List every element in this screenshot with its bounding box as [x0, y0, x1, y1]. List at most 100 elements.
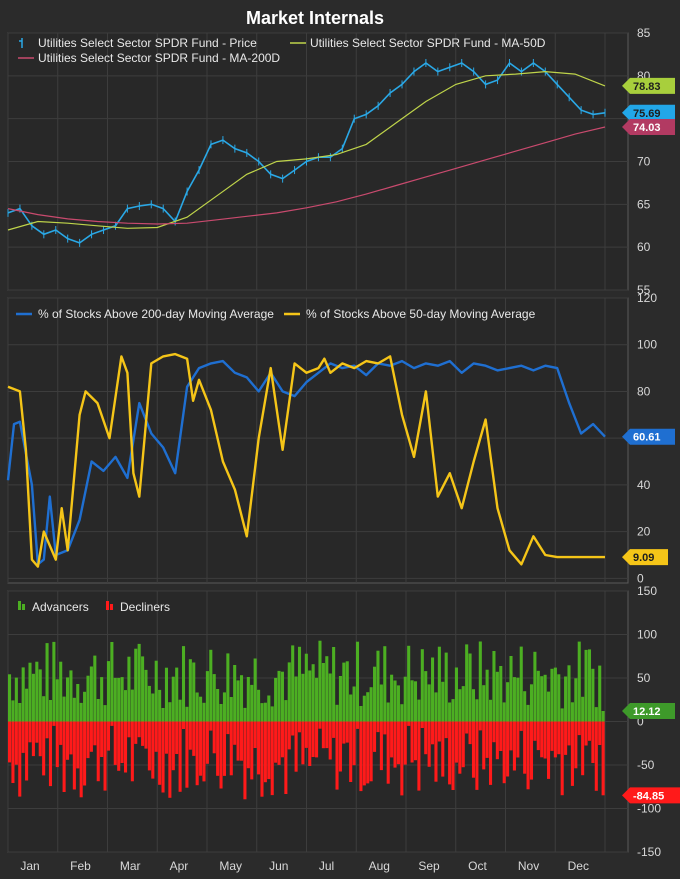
decliners-bar — [48, 721, 53, 787]
advancers-bar — [202, 702, 206, 722]
decliners-bar — [38, 721, 42, 757]
advancers-bar — [547, 691, 551, 722]
x-tick-label: Feb — [70, 859, 91, 873]
advancers-bar — [301, 673, 305, 722]
advancers-bar — [519, 646, 523, 722]
advancers-bar — [410, 680, 414, 722]
decliners-bar — [277, 721, 281, 765]
decliners-bar — [448, 721, 452, 785]
decliners-bar — [35, 721, 39, 743]
legend-entry: Utilities Select Sector SPDR Fund - MA-2… — [38, 51, 280, 65]
decliners-bar — [134, 721, 138, 744]
advancers-bar — [458, 689, 462, 722]
badge-label: 9.09 — [633, 552, 654, 564]
advancers-bar — [151, 693, 155, 722]
advancers-bar — [209, 649, 213, 722]
advancers-bar — [287, 662, 291, 722]
advancers-bar — [591, 668, 595, 722]
series-line-above-200d — [6, 359, 606, 566]
advancers-bar — [376, 650, 380, 722]
advancers-bar — [577, 641, 581, 722]
advancers-bar — [427, 684, 431, 722]
y-tick-label: 150 — [637, 584, 657, 598]
decliners-bar — [103, 721, 107, 791]
decliners-bar — [489, 721, 493, 785]
decliners-bar — [14, 721, 18, 765]
x-tick-label: Sep — [418, 859, 440, 873]
decliners-bar — [400, 721, 404, 796]
decliners-bar — [407, 721, 411, 726]
decliners-bar — [294, 721, 298, 772]
advancers-bar — [465, 644, 469, 722]
decliners-bar — [349, 721, 353, 782]
advancers-bar — [178, 699, 182, 722]
last-value-badge-advdec: 12.12 — [622, 702, 675, 719]
decliners-bar — [270, 721, 274, 796]
advancers-bar — [587, 649, 592, 722]
decliners-bar — [72, 721, 76, 790]
advancers-bar — [294, 676, 298, 722]
advancers-bar — [318, 640, 322, 722]
decliners-bar — [55, 721, 59, 768]
decliners-bar — [587, 721, 592, 741]
decliners-bar — [495, 721, 499, 760]
advancers-bar — [38, 669, 42, 722]
decliners-bar — [222, 721, 226, 776]
decliners-bar — [89, 721, 93, 752]
decliners-bar — [301, 721, 305, 765]
decliners-bar — [471, 721, 476, 778]
advancers-bar — [533, 651, 537, 722]
advancers-bar — [570, 702, 574, 722]
advancers-bar — [192, 662, 196, 722]
advancers-bar — [65, 677, 70, 722]
decliners-bar — [62, 721, 66, 792]
decliners-bar — [383, 721, 387, 735]
y-tick-label: -150 — [637, 845, 661, 859]
decliners-bar — [79, 721, 83, 798]
advancers-bar — [79, 702, 83, 722]
advancers-bar — [564, 676, 568, 722]
decliners-bar — [21, 721, 25, 753]
decliners-bar — [229, 721, 233, 776]
advancers-bar — [263, 702, 267, 722]
decliners-bar — [345, 721, 349, 743]
legend-entry: Advancers — [32, 600, 89, 614]
advancers-bar — [335, 704, 339, 722]
decliners-bar — [192, 721, 196, 756]
decliners-bar — [45, 721, 49, 739]
advancers-bar — [311, 664, 315, 722]
y-tick-label: 0 — [637, 715, 644, 729]
advancers-bar — [523, 691, 527, 722]
x-tick-label: May — [219, 859, 242, 873]
advancers-bar — [246, 677, 250, 722]
legend-marker-bar — [110, 604, 113, 610]
decliners-bar — [424, 721, 428, 755]
advancers-bar — [222, 692, 226, 722]
decliners-bar — [25, 721, 29, 781]
advancers-bar — [89, 666, 93, 722]
decliners-bar — [550, 721, 554, 751]
decliners-bar — [482, 721, 486, 770]
decliners-bar — [59, 721, 63, 745]
decliners-bar — [396, 721, 400, 765]
legend-marker-bar — [18, 601, 21, 610]
advancers-bar — [123, 690, 128, 722]
decliners-bar — [76, 721, 80, 769]
advancers-bar — [413, 681, 418, 722]
decliners-bar — [69, 721, 73, 755]
decliners-bar — [560, 721, 564, 796]
decliners-bar — [373, 721, 377, 752]
badge-label: -84.85 — [633, 790, 664, 802]
decliners-bar — [601, 721, 605, 796]
decliners-bar — [161, 721, 165, 793]
advancers-bar — [543, 674, 547, 722]
decliners-bar — [260, 721, 264, 797]
decliners-bar — [158, 721, 162, 785]
decliners-bar — [369, 721, 373, 782]
advancers-bar — [164, 667, 168, 722]
decliners-bar — [8, 721, 12, 763]
advancers-bar — [93, 655, 97, 722]
y-tick-label: 100 — [637, 628, 657, 642]
decliners-bar — [304, 721, 308, 748]
